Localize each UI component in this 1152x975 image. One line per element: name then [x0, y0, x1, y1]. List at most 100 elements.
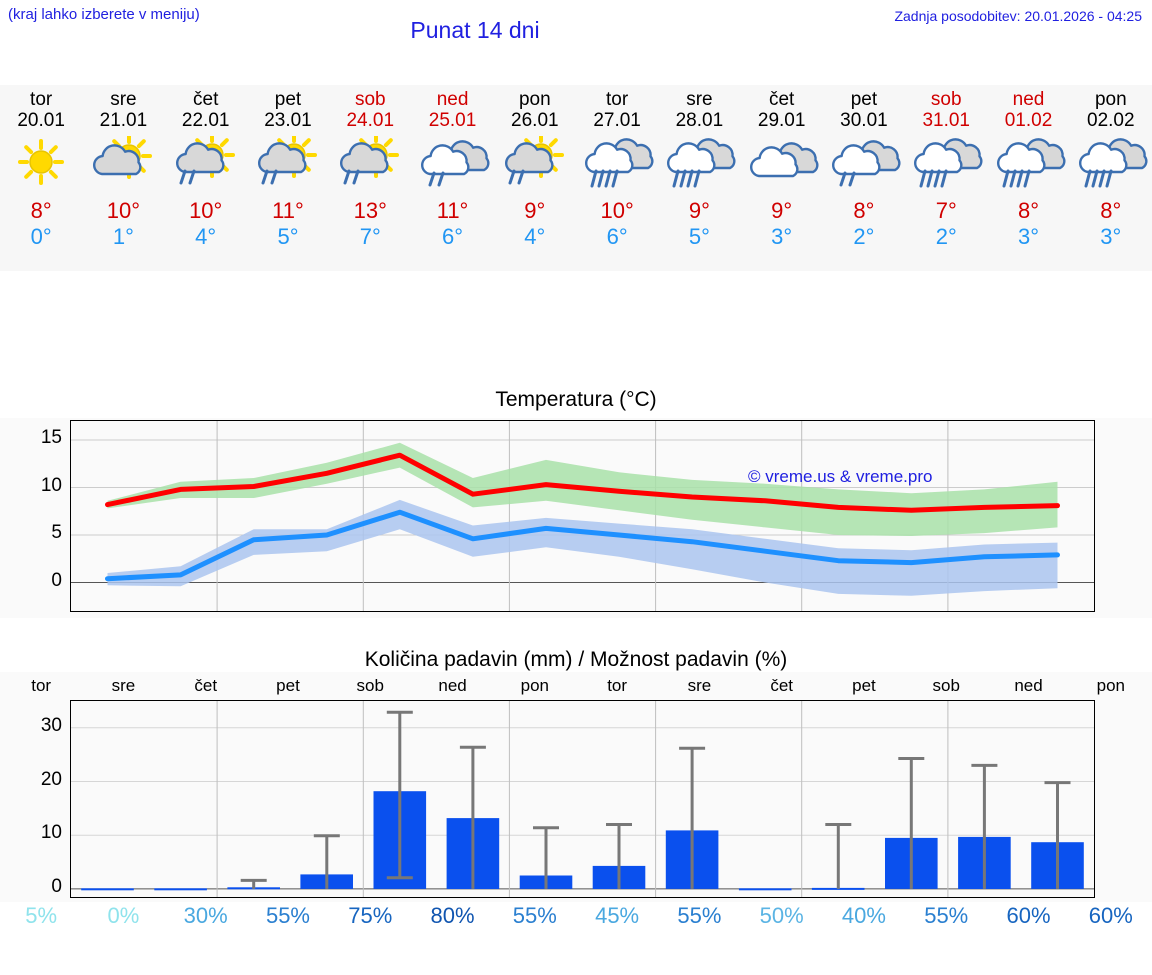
y-axis-tick-label: 20	[40, 768, 62, 790]
day-date: 24.01	[346, 110, 395, 131]
last-updated-label: Zadnja posodobitev: 20.01.2026 - 04:25	[894, 8, 1142, 24]
page-title: Punat 14 dni	[410, 17, 540, 43]
day-date: 26.01	[511, 110, 559, 131]
day-max-temperature: 9°	[771, 198, 793, 223]
y-axis-tick-label: 15	[40, 427, 62, 448]
day-name: sre	[110, 89, 137, 110]
partly-cloudy-rain-icon	[167, 136, 245, 192]
daily-forecast-strip: tor 20.01 8° 0° sre 21.01 10° 1° čet 22.01 10° 4° pe…	[0, 85, 1152, 271]
day-name: ned	[436, 89, 469, 110]
precipitation-day-label: ned	[438, 676, 467, 695]
cloudy-heavy-rain-icon	[578, 136, 656, 192]
y-axis-tick-label: 0	[51, 569, 62, 591]
day-column[interactable]: sre 21.01 10° 1°	[82, 85, 164, 271]
day-min-temperature: 2°	[935, 224, 957, 249]
precipitation-probability-label: 55%	[924, 903, 969, 928]
precipitation-probability-label: 75%	[348, 903, 393, 928]
cloudy-heavy-rain-icon	[990, 136, 1068, 192]
precipitation-day-label: pon	[520, 676, 550, 695]
precipitation-probability-row: 5% 0% 30% 55% 75% 80% 55% 45% 55% 50% 40% 55% 60% 60%	[0, 903, 1152, 929]
precipitation-day-label: pon	[1096, 676, 1125, 695]
precipitation-probability-label: 45%	[595, 903, 640, 928]
precipitation-probability-label: 60%	[1088, 903, 1133, 928]
day-column[interactable]: sre 28.01 9° 5°	[658, 85, 740, 271]
precipitation-day-label: sre	[687, 676, 712, 695]
day-name: sob	[930, 89, 962, 110]
precipitation-day-label: sob	[356, 676, 384, 695]
day-column[interactable]: sob 31.01 7° 2°	[905, 85, 987, 271]
location-menu-note: (kraj lahko izberete v meniju)	[8, 6, 200, 23]
day-min-temperature: 5°	[688, 224, 710, 249]
day-min-temperature: 3°	[1100, 224, 1122, 249]
day-min-temperature: 3°	[771, 224, 793, 249]
precipitation-day-labels: tor sre čet pet sob ned pon tor sre čet pet sob ned p…	[0, 676, 1152, 696]
precipitation-probability-label: 55%	[512, 903, 557, 928]
precipitation-probability-label: 30%	[183, 903, 228, 928]
day-name: sob	[354, 89, 386, 110]
day-column[interactable]: tor 20.01 8° 0°	[0, 85, 82, 271]
cloudy-heavy-rain-icon	[1072, 136, 1150, 192]
cloudy-icon	[743, 136, 821, 192]
day-column[interactable]: pon 26.01 9° 4°	[494, 85, 576, 271]
day-date: 21.01	[99, 110, 148, 131]
y-axis-tick-label: 0	[51, 875, 62, 897]
precipitation-probability-label: 60%	[1006, 903, 1051, 928]
precipitation-day-label: sob	[932, 676, 960, 695]
day-date: 30.01	[840, 110, 888, 131]
temperature-plot-svg	[71, 421, 1094, 611]
day-max-temperature: 8°	[853, 198, 875, 223]
day-column[interactable]: tor 27.01 10° 6°	[576, 85, 658, 271]
day-column[interactable]: pet 30.01 8° 2°	[823, 85, 905, 271]
day-min-temperature: 2°	[853, 224, 875, 249]
precipitation-chart-title: Količina padavin (mm) / Možnost padavin …	[364, 648, 788, 671]
day-date: 28.01	[675, 110, 724, 131]
day-name: tor	[30, 89, 53, 110]
day-date: 02.02	[1087, 110, 1135, 131]
day-column[interactable]: pet 23.01 11° 5°	[247, 85, 329, 271]
day-min-temperature: 5°	[277, 224, 299, 249]
day-name: pon	[518, 89, 551, 110]
day-name: ned	[1012, 89, 1045, 110]
day-name: čet	[193, 89, 219, 110]
day-column[interactable]: čet 29.01 9° 3°	[741, 85, 823, 271]
cloudy-heavy-rain-icon	[660, 136, 738, 192]
day-column[interactable]: čet 22.01 10° 4°	[165, 85, 247, 271]
precipitation-probability-label: 55%	[677, 903, 722, 928]
partly-cloudy-rain-icon	[249, 136, 327, 192]
precipitation-probability-label: 5%	[25, 903, 58, 928]
y-axis-tick-label: 10	[40, 474, 62, 496]
precipitation-day-label: tor	[607, 676, 628, 695]
day-max-temperature: 9°	[524, 198, 546, 223]
day-min-temperature: 1°	[112, 224, 134, 249]
precipitation-probability-label: 80%	[430, 903, 475, 928]
precipitation-probability-label: 50%	[759, 903, 804, 928]
precipitation-day-label: sre	[111, 676, 136, 695]
y-axis-tick-label: 10	[40, 822, 62, 844]
day-min-temperature: 6°	[442, 224, 464, 249]
day-min-temperature: 4°	[524, 224, 546, 249]
day-max-temperature: 7°	[935, 198, 957, 223]
precipitation-day-label: čet	[194, 676, 218, 695]
precipitation-probability-label: 55%	[265, 903, 310, 928]
precipitation-day-label: pet	[852, 676, 876, 695]
day-max-temperature: 8°	[1100, 198, 1122, 223]
sunny-icon	[2, 136, 80, 192]
partly-cloudy-icon	[84, 136, 162, 192]
precipitation-probability-label: 0%	[107, 903, 140, 928]
day-max-temperature: 10°	[106, 198, 141, 223]
day-min-temperature: 7°	[359, 224, 381, 249]
page-header: (kraj lahko izberete v meniju) Punat 14 …	[0, 0, 1152, 56]
day-column[interactable]: pon 02.02 8° 3°	[1070, 85, 1152, 271]
day-column[interactable]: ned 25.01 11° 6°	[411, 85, 493, 271]
day-name: tor	[606, 89, 629, 110]
cloudy-rain-icon	[414, 136, 492, 192]
day-name: čet	[768, 89, 795, 110]
day-min-temperature: 6°	[606, 224, 628, 249]
day-name: sre	[686, 89, 713, 110]
day-max-temperature: 10°	[600, 198, 634, 223]
day-max-temperature: 11°	[436, 198, 469, 223]
day-name: pon	[1094, 89, 1127, 110]
day-column[interactable]: sob 24.01 13° 7°	[329, 85, 411, 271]
day-column[interactable]: ned 01.02 8° 3°	[987, 85, 1069, 271]
day-date: 31.01	[922, 110, 970, 131]
